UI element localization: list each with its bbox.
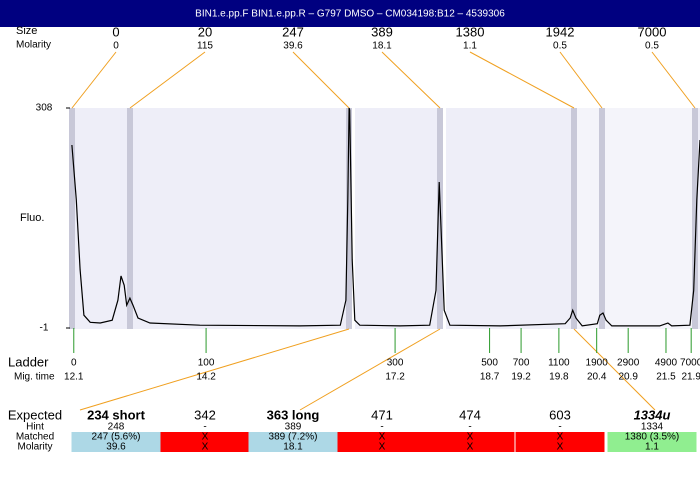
- top-size: 0: [112, 24, 119, 39]
- ladder-size: 500: [481, 358, 498, 369]
- match-cell: [425, 432, 515, 452]
- molarity: X: [379, 442, 386, 453]
- x-tick-label: 19.8: [549, 372, 569, 383]
- top-size: 247: [282, 24, 304, 39]
- expected: 363 long: [267, 407, 320, 422]
- expected: 474: [459, 407, 481, 422]
- expected: 342: [194, 407, 216, 422]
- matched: X: [467, 432, 474, 443]
- row-label: Molarity: [17, 442, 52, 453]
- x-tick-label: 18.7: [480, 372, 500, 383]
- expected: 1334u: [634, 407, 671, 422]
- hint: 1334: [641, 422, 664, 433]
- top-molarity: 0.5: [553, 41, 567, 52]
- molarity: 18.1: [283, 442, 303, 453]
- y-tick-label: 308: [36, 103, 53, 114]
- top-molarity: 39.6: [283, 41, 303, 52]
- ladder-size: 1100: [548, 358, 570, 369]
- molarity: 39.6: [106, 442, 126, 453]
- molarity-label: Molarity: [16, 40, 51, 51]
- hint: 248: [108, 422, 125, 433]
- top-size: 1380: [456, 24, 485, 39]
- matched: X: [379, 432, 386, 443]
- molarity: X: [202, 442, 209, 453]
- matched: 389 (7.2%): [269, 432, 318, 443]
- peak-bands: [69, 108, 698, 329]
- matched: X: [557, 432, 564, 443]
- matched: 1380 (3.5%): [625, 432, 679, 443]
- y-axis-label: Fluo.: [20, 212, 44, 224]
- ladder-size: 100: [198, 358, 215, 369]
- size-label: Size: [16, 25, 37, 37]
- match-cell: [607, 432, 697, 452]
- expected: 234 short: [87, 407, 145, 422]
- molarity: 1.1: [645, 442, 659, 453]
- match-cell: [515, 432, 605, 452]
- ladder-label: Ladder: [8, 354, 49, 369]
- row-label: Expected: [8, 407, 62, 422]
- hint: -: [203, 422, 206, 433]
- trace: [71, 107, 700, 327]
- row-label: Hint: [26, 422, 44, 433]
- x-axis-label: Mig. time: [14, 372, 55, 383]
- ladder-size: 7000: [680, 358, 700, 369]
- title: BIN1.e.pp.F BIN1.e.pp.R – G797 DMSO – CM…: [195, 9, 505, 20]
- top-molarity: 1.1: [463, 41, 477, 52]
- x-tick-label: 19.2: [511, 372, 531, 383]
- ladder-size: 0: [71, 358, 77, 369]
- x-tick-label: 20.9: [618, 372, 638, 383]
- top-size: 20: [198, 24, 212, 39]
- matched: 247 (5.6%): [92, 432, 141, 443]
- match-cell: [160, 432, 250, 452]
- top-molarity: 0.5: [645, 41, 659, 52]
- x-tick-label: 21.9: [681, 372, 700, 383]
- x-tick-label: 12.1: [64, 372, 84, 383]
- hint: -: [380, 422, 383, 433]
- y-tick-label: -1: [40, 323, 49, 334]
- matched: X: [202, 432, 209, 443]
- title-bar: [0, 0, 700, 27]
- x-tick-label: 20.4: [587, 372, 607, 383]
- x-tick-label: 21.5: [656, 372, 676, 383]
- ladder-size: 300: [387, 358, 404, 369]
- expected: 471: [371, 407, 393, 422]
- ladder-size: 1900: [586, 358, 609, 369]
- hint: -: [558, 422, 561, 433]
- top-molarity: 0: [113, 41, 119, 52]
- molarity: X: [557, 442, 564, 453]
- ladder-size: 4900: [655, 358, 678, 369]
- x-tick-label: 17.2: [385, 372, 405, 383]
- match-cell: [248, 432, 338, 452]
- top-size: 7000: [638, 24, 667, 39]
- row-label: Matched: [16, 432, 54, 443]
- hint: -: [468, 422, 471, 433]
- top-size: 1942: [546, 24, 575, 39]
- x-tick-label: 14.2: [196, 372, 216, 383]
- match-cell: [71, 432, 161, 452]
- hint: 389: [285, 422, 302, 433]
- expected: 603: [549, 407, 571, 422]
- ladder-size: 2900: [617, 358, 640, 369]
- match-cell: [337, 432, 427, 452]
- top-molarity: 115: [197, 41, 213, 52]
- molarity: X: [467, 442, 474, 453]
- ladder-size: 700: [513, 358, 530, 369]
- top-molarity: 18.1: [372, 41, 392, 52]
- top-size: 389: [371, 24, 393, 39]
- connector-lines: [71, 51, 696, 411]
